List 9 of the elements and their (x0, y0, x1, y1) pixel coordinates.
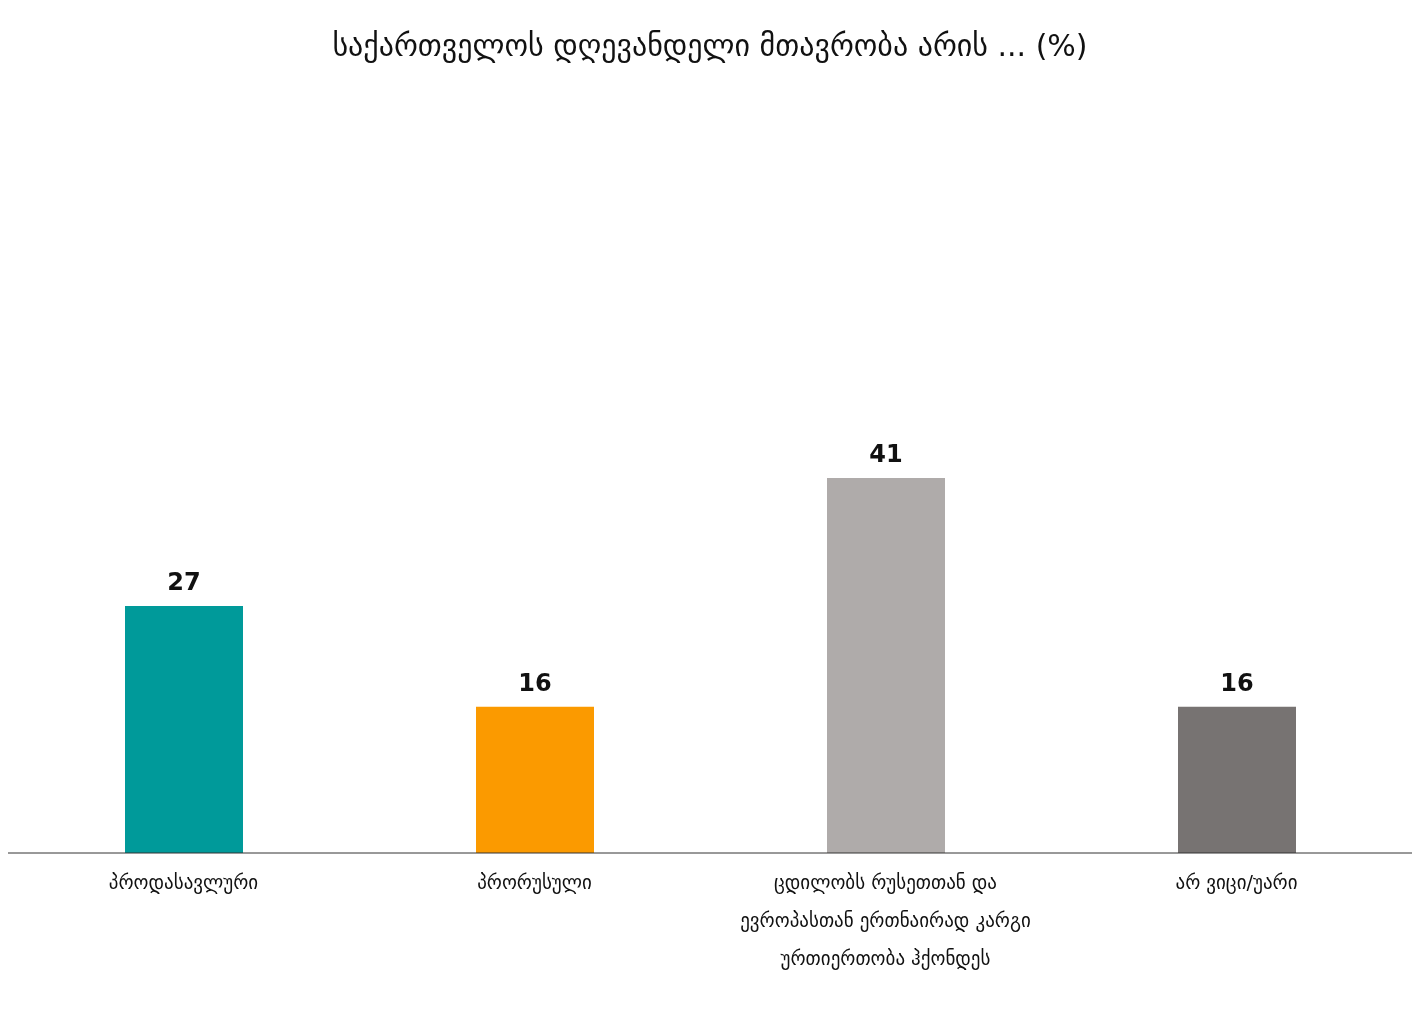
data-label: 16 (518, 668, 552, 697)
data-label: 16 (1220, 668, 1254, 697)
data-label: 27 (167, 568, 201, 597)
data-label: 41 (869, 440, 903, 468)
x-tick-label: პროდასავლური (108, 871, 259, 894)
x-tick-label: ცდილობს რუსეთთან და ევროპასთან ერთნაირად კარგი ურთიერთობა ჰქონდეს (740, 871, 1031, 970)
chart-title: საქართველოს დღევანდელი მთავრობა არის ... (%) (331, 27, 1089, 65)
x-tick-label: პრორუსული (477, 871, 592, 894)
x-tick-label: არ ვიცი/უარი (1175, 871, 1298, 894)
